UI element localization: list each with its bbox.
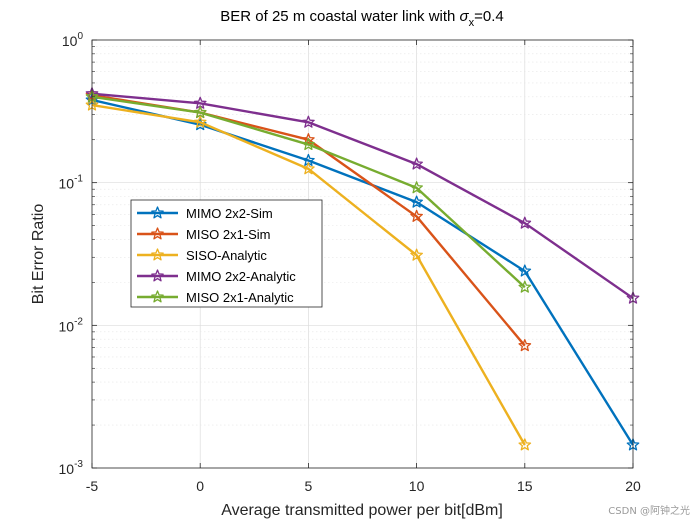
- title-prefix: BER of 25 m coastal water link with: [220, 8, 459, 25]
- data-point: [193, 115, 207, 128]
- series-line: [91, 103, 526, 446]
- legend-label: MIMO 2x2-Analytic: [186, 269, 296, 284]
- legend-marker: [151, 206, 164, 219]
- plot-frame: [91, 39, 634, 469]
- data-point: [193, 96, 207, 109]
- title-subscript: x: [469, 17, 475, 29]
- legend-label: MISO 2x1-Sim: [186, 227, 271, 242]
- data-point: [302, 162, 315, 175]
- legend-marker: [151, 248, 164, 261]
- x-tick-label: 15: [517, 478, 533, 494]
- data-point: [518, 438, 532, 451]
- data-point: [302, 133, 315, 146]
- y-tick-label: 100: [62, 31, 84, 49]
- data-point: [410, 181, 423, 194]
- legend: MIMO 2x2-Sim MISO 2x1-Sim SISO-Analytic MIM…: [130, 199, 323, 308]
- data-point: [518, 264, 532, 277]
- series-line: [91, 95, 526, 289]
- legend-marker: [151, 290, 164, 303]
- watermark: CSDN @阿钟之光: [608, 504, 690, 517]
- data-point: [302, 115, 315, 128]
- y-tick-label: 10-3: [59, 459, 84, 477]
- data-point: [518, 280, 532, 293]
- data-point: [518, 216, 532, 229]
- title-symbol: σ: [460, 8, 470, 25]
- series-miso-2x1-analytic: [85, 90, 532, 293]
- y-axis-label: Bit Error Ratio: [30, 204, 47, 305]
- legend-marker: [151, 269, 164, 282]
- data-point: [193, 105, 207, 119]
- series-line: [91, 92, 634, 300]
- data-point: [410, 195, 423, 208]
- data-point: [410, 209, 423, 222]
- data-point: [410, 157, 423, 170]
- x-tick-label: -5: [86, 478, 99, 494]
- axis-ticks: -5 0 5 10 15 20 10-3 10-2 10-1 100: [59, 31, 641, 494]
- legend-label: MISO 2x1-Analytic: [186, 290, 294, 305]
- chart-title: BER of 25 m coastal water link with σx=0…: [220, 8, 503, 29]
- y-tick-label: 10-1: [59, 174, 84, 192]
- x-axis-label: Average transmitted power per bit[dBm]: [221, 502, 503, 519]
- legend-marker: [151, 227, 164, 240]
- x-tick-label: 20: [625, 478, 641, 494]
- legend-label: MIMO 2x2-Sim: [186, 206, 273, 221]
- legend-label: SISO-Analytic: [186, 248, 267, 263]
- x-tick-label: 5: [305, 478, 313, 494]
- data-point: [410, 248, 423, 261]
- x-tick-label: 0: [196, 478, 204, 494]
- data-point: [518, 339, 532, 352]
- y-tick-label: 10-2: [59, 316, 84, 334]
- series-layer: [85, 87, 640, 451]
- x-tick-label: 10: [409, 478, 425, 494]
- legend-items: MIMO 2x2-Sim MISO 2x1-Sim SISO-Analytic MIM…: [137, 206, 296, 305]
- title-suffix: =0.4: [474, 8, 504, 25]
- data-point: [302, 137, 315, 151]
